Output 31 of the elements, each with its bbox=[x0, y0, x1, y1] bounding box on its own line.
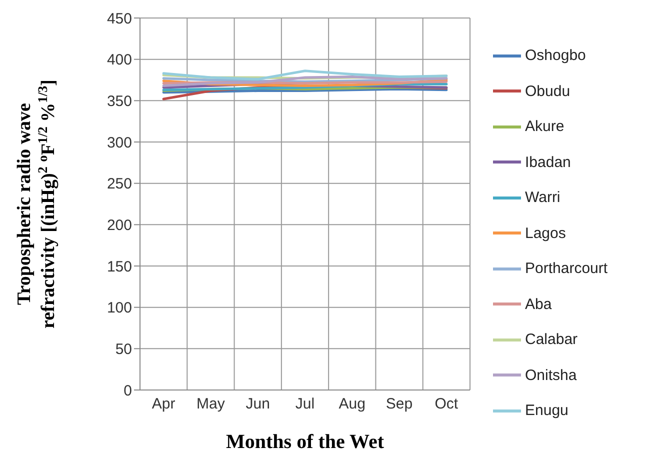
legend-label: Calabar bbox=[525, 331, 578, 348]
y-tick-label: 100 bbox=[106, 300, 132, 317]
line-series bbox=[162, 75, 448, 88]
legend-label: Aba bbox=[525, 296, 552, 313]
legend-label: Oshogbo bbox=[525, 47, 586, 64]
x-tick-label: Jun bbox=[246, 396, 270, 413]
y-tick-label: 450 bbox=[106, 10, 132, 28]
legend-label: Warri bbox=[525, 189, 560, 206]
legend-label: Obudu bbox=[525, 82, 570, 100]
legend-label: Akure bbox=[525, 118, 564, 136]
y-tick-label: 150 bbox=[106, 258, 132, 276]
legend-label: Lagos bbox=[525, 224, 566, 242]
y-tick-label: 350 bbox=[106, 92, 132, 110]
y-tick-label: 400 bbox=[106, 52, 132, 69]
x-tick-label: Apr bbox=[152, 396, 176, 413]
y-tick-label: 250 bbox=[106, 176, 132, 193]
y-tick-label: 50 bbox=[115, 340, 132, 358]
x-tick-label: Oct bbox=[434, 396, 459, 413]
y-tick-label: 300 bbox=[106, 134, 132, 152]
x-axis-title: Months of the Wet bbox=[226, 431, 384, 453]
legend-label: Enugu bbox=[525, 402, 568, 420]
legend-label: Portharcourt bbox=[525, 260, 608, 278]
y-tick-label: 0 bbox=[124, 382, 132, 400]
x-tick-label: Sep bbox=[386, 396, 413, 413]
line-series bbox=[162, 70, 448, 80]
legend-label: Ibadan bbox=[525, 154, 571, 171]
x-tick-label: Jul bbox=[295, 396, 315, 413]
x-tick-label: May bbox=[196, 396, 226, 413]
y-tick-label: 200 bbox=[106, 216, 132, 234]
legend-label: Onitsha bbox=[525, 366, 577, 384]
x-tick-label: Aug bbox=[338, 396, 366, 413]
